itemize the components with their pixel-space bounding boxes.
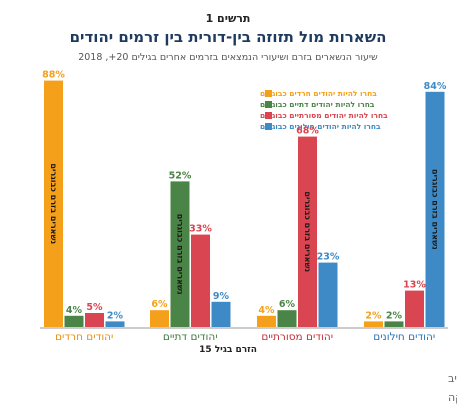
legend-swatch-4 bbox=[265, 123, 272, 130]
data-label-4-1: 2% bbox=[365, 310, 382, 321]
data-label-3-1: 4% bbox=[258, 305, 275, 316]
footer-data: נתונים: הלשכה המרכזית לסטטיסטיקה bbox=[448, 391, 457, 404]
data-labels-group: 88%4% 5%2%6%52%33%9%4%6%68%23%2% 2%13%84% bbox=[42, 70, 447, 322]
bar-2-1 bbox=[150, 310, 169, 327]
data-label-1-1: 88% bbox=[42, 70, 65, 81]
bar-3-2 bbox=[277, 310, 297, 327]
data-label-3-2: 6% bbox=[279, 299, 296, 310]
bar-1-1 bbox=[44, 80, 63, 327]
chart-subtitle: שיעור הנשארים בזרם ושיעורי הנמצאים בזרמי… bbox=[78, 52, 378, 63]
legend-label-3: בחרו להיות יהודים מסורתיים כבוגרים bbox=[260, 111, 388, 120]
stay-label-2: נשארים בזרם כבוגרים bbox=[175, 214, 184, 295]
bar-1-3 bbox=[85, 313, 104, 327]
data-label-4-3: 13% bbox=[403, 280, 426, 291]
stay-label-4: נשארים בזרם כבוגרים bbox=[431, 169, 440, 250]
data-label-1-2: 4% bbox=[66, 305, 83, 316]
data-label-1-4: 2% bbox=[107, 310, 124, 321]
data-label-4-2: 2% bbox=[386, 310, 403, 321]
x-axis-title: הזרם בגיל 15 bbox=[199, 345, 257, 355]
footer-source: מקור: דן בן-דוד, מוסד שורש ואוניברסיטת ת… bbox=[448, 372, 457, 385]
bars-group bbox=[44, 80, 445, 327]
bar-4-1 bbox=[364, 321, 383, 327]
data-label-2-3: 33% bbox=[189, 224, 212, 235]
data-label-1-3: 5% bbox=[86, 302, 103, 313]
bar-3-4 bbox=[318, 262, 338, 327]
category-label-1: יהודים חרדים bbox=[55, 331, 113, 343]
legend-label-2: בחרו להיות יהודים דתיים כבוגרים bbox=[260, 100, 375, 109]
bar-2-4 bbox=[211, 301, 231, 327]
data-label-2-1: 6% bbox=[151, 299, 168, 310]
data-label-3-3: 68% bbox=[296, 126, 319, 137]
category-label-3: יהודים מסורתיים bbox=[261, 331, 333, 343]
stay-label-1: נשארים בזרם כבוגרים bbox=[49, 163, 58, 244]
bar-2-3 bbox=[191, 234, 210, 327]
bar-1-2 bbox=[64, 315, 84, 327]
bar-1-4 bbox=[105, 321, 125, 327]
legend-swatch-3 bbox=[265, 112, 272, 119]
legend-swatch-2 bbox=[265, 101, 272, 108]
bar-4-2 bbox=[384, 321, 404, 327]
bar-4-3 bbox=[405, 290, 424, 327]
data-label-2-4: 9% bbox=[213, 291, 230, 302]
chart-title: השארות מול תזוזה בין-דורית בין זרמים יהו… bbox=[70, 28, 387, 46]
legend-swatch-1 bbox=[265, 90, 272, 97]
legend-label-1: בחרו להיות יהודים חרדים כבוגרים bbox=[260, 89, 377, 98]
bar-3-3 bbox=[298, 136, 317, 327]
legend-label-4: בחרו להיות יהודים חילונים כבוגרים bbox=[260, 122, 381, 131]
category-label-4: יהודים חילונים bbox=[373, 331, 435, 343]
in-bar-labels-group: נשארים בזרם כבוגרים נשארים בזרם כבוגרים נש… bbox=[49, 163, 440, 294]
chart-legend: בחרו להיות יהודים חרדים כבוגרים בחרו להיו… bbox=[260, 89, 388, 131]
bar-4-4 bbox=[425, 91, 445, 327]
data-label-2-2: 52% bbox=[169, 170, 192, 181]
data-label-3-4: 23% bbox=[317, 252, 340, 263]
bar-3-1 bbox=[257, 315, 276, 327]
category-label-2: יהודים דתיים bbox=[163, 331, 218, 343]
bar-2-2 bbox=[170, 181, 190, 327]
category-labels-group: יהודים חרדים יהודים דתיים יהודים מסורתיים י… bbox=[55, 331, 435, 343]
data-label-4-4: 84% bbox=[424, 81, 447, 92]
figure-kicker: תרשים 1 bbox=[206, 12, 251, 25]
stay-label-3: נשארים בזרם כבוגרים bbox=[303, 191, 312, 272]
